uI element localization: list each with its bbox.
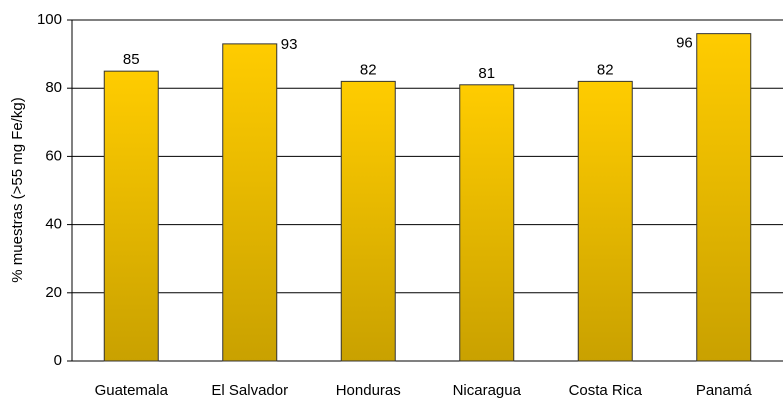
bar	[577, 80, 633, 362]
y-axis-label: % muestras (>55 mg Fe/kg)	[9, 97, 26, 282]
x-tick-label: Honduras	[336, 382, 401, 399]
y-tick-label: 20	[45, 284, 62, 301]
y-tick-label: 100	[37, 11, 62, 28]
data-label: 96	[676, 35, 693, 52]
data-label: 82	[360, 61, 377, 78]
y-tick-label: 40	[45, 216, 62, 233]
bar	[340, 80, 396, 362]
x-tick-label: Nicaragua	[453, 382, 522, 399]
data-label: 93	[281, 36, 298, 53]
y-tick-label: 0	[54, 352, 62, 369]
data-label: 82	[597, 61, 614, 78]
bar	[103, 70, 159, 362]
bar	[696, 33, 752, 362]
x-tick-label: Guatemala	[95, 382, 169, 399]
bar	[222, 43, 278, 362]
x-tick-label: Costa Rica	[569, 382, 643, 399]
x-tick-label: Panamá	[696, 382, 753, 399]
y-tick-label: 60	[45, 147, 62, 164]
bar	[459, 84, 515, 362]
x-tick-label: El Salvador	[211, 382, 288, 399]
data-label: 81	[478, 65, 495, 82]
data-label: 85	[123, 51, 140, 68]
y-tick-label: 80	[45, 79, 62, 96]
